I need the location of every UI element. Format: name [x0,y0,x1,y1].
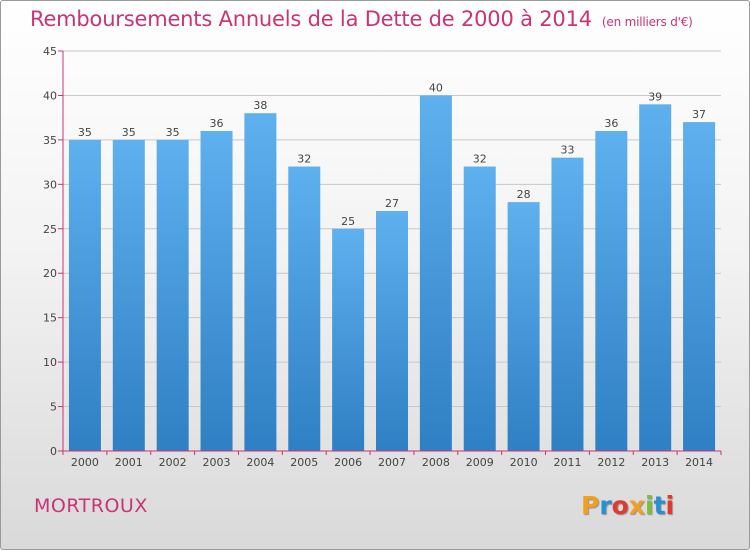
data-label: 36 [210,117,224,130]
data-label: 32 [297,153,311,166]
data-label: 36 [604,117,618,130]
y-tick-label: 20 [43,267,57,280]
data-label: 35 [122,126,136,139]
x-tick-label: 2002 [159,456,187,469]
bar-2003 [200,131,233,451]
y-tick-label: 15 [43,312,57,325]
bar-2013 [639,104,672,451]
data-label: 32 [473,153,487,166]
x-tick-label: 2001 [115,456,143,469]
y-tick-label: 40 [43,89,57,102]
x-tick-label: 2005 [290,456,318,469]
bars [68,95,716,452]
data-label: 38 [253,99,267,112]
x-tick-label: 2008 [422,456,450,469]
y-tick-label: 25 [43,223,57,236]
logo-letter: x [628,491,645,520]
logo-letter: i [645,491,654,520]
data-label: 25 [341,215,355,228]
bar-2014 [683,122,716,451]
bar-2001 [112,139,145,451]
chart-title: Remboursements Annuels de la Dette de 20… [30,7,693,31]
data-label: 37 [692,108,706,121]
bar-2000 [68,139,101,451]
x-tick-label: 2007 [378,456,406,469]
bar-2008 [419,95,452,451]
data-label: 35 [166,126,180,139]
x-tick-label: 2003 [203,456,231,469]
logo-letter: P [581,491,600,520]
logo-letter: o [611,491,629,520]
x-tick-label: 2012 [597,456,625,469]
y-tick-label: 10 [43,356,57,369]
logo-letter: r [599,491,612,520]
y-tick-label: 30 [43,178,57,191]
data-label: 28 [517,188,531,201]
x-tick-label: 2006 [334,456,362,469]
bar-2005 [288,166,321,452]
y-tick-label: 45 [43,45,57,58]
bar-2006 [332,228,365,451]
bar-2012 [595,131,628,451]
bar-2010 [507,202,540,451]
proxiti-logo[interactable]: Proxiti [581,491,674,520]
logo-letter: t [653,491,666,520]
axes: 0 5 10 15 20 25 30 35 40 45 2000 2001 2002 2003 2004 20… [43,45,722,469]
x-tick-label: 2009 [466,456,494,469]
x-tick-label: 2004 [246,456,274,469]
x-tick-label: 2014 [685,456,713,469]
data-label: 40 [429,81,443,94]
data-label: 39 [648,90,662,103]
y-tick-label: 5 [50,401,57,414]
data-label: 35 [78,126,92,139]
y-tick-label: 35 [43,134,57,147]
y-tick-label: 0 [50,445,57,458]
bar-2011 [551,157,584,451]
data-labels: 35 35 35 36 38 32 25 27 40 32 28 33 36 39 37 [78,81,706,227]
x-tick-label: 2010 [510,456,538,469]
chart-title-text: Remboursements Annuels de la Dette de 20… [30,7,592,31]
x-tick-label: 2000 [71,456,99,469]
bar-2009 [463,166,496,452]
commune-name: MORTROUX [34,495,148,517]
bar-2004 [244,113,277,451]
chart-unit: (en milliers d'€) [601,15,693,29]
bar-2002 [156,139,189,451]
data-label: 33 [560,144,574,157]
data-label: 27 [385,197,399,210]
logo-letter: i [665,491,675,520]
x-tick-label: 2013 [641,456,669,469]
bar-2007 [376,211,408,451]
x-tick-label: 2011 [553,456,581,469]
